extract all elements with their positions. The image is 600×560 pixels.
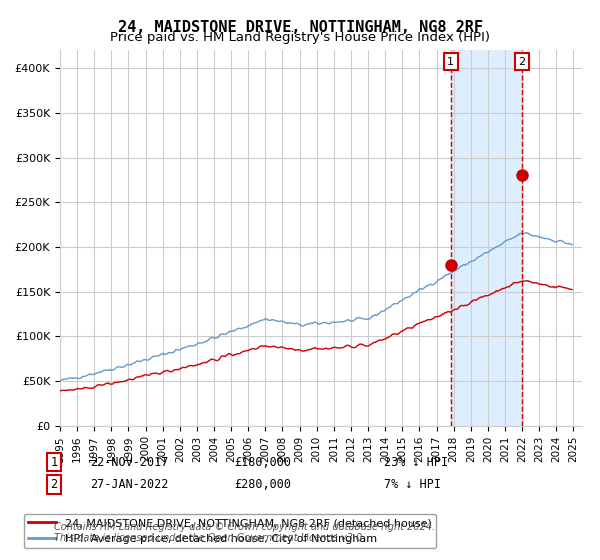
Text: 22-NOV-2017: 22-NOV-2017 xyxy=(90,455,169,469)
Text: 23% ↓ HPI: 23% ↓ HPI xyxy=(384,455,448,469)
Text: 2: 2 xyxy=(518,57,526,67)
Text: 7% ↓ HPI: 7% ↓ HPI xyxy=(384,478,441,491)
Text: 1: 1 xyxy=(447,57,454,67)
Text: £180,000: £180,000 xyxy=(234,455,291,469)
Text: £280,000: £280,000 xyxy=(234,478,291,491)
Bar xyxy=(451,50,522,426)
Text: 2: 2 xyxy=(50,478,58,491)
Text: Price paid vs. HM Land Registry's House Price Index (HPI): Price paid vs. HM Land Registry's House … xyxy=(110,31,490,44)
Text: 27-JAN-2022: 27-JAN-2022 xyxy=(90,478,169,491)
Text: Contains HM Land Registry data © Crown copyright and database right 2024.
This d: Contains HM Land Registry data © Crown c… xyxy=(54,521,435,543)
Text: 1: 1 xyxy=(50,455,58,469)
Text: 24, MAIDSTONE DRIVE, NOTTINGHAM, NG8 2RF: 24, MAIDSTONE DRIVE, NOTTINGHAM, NG8 2RF xyxy=(118,20,482,35)
Legend: 24, MAIDSTONE DRIVE, NOTTINGHAM, NG8 2RF (detached house), HPI: Average price, d: 24, MAIDSTONE DRIVE, NOTTINGHAM, NG8 2RF… xyxy=(24,514,436,548)
